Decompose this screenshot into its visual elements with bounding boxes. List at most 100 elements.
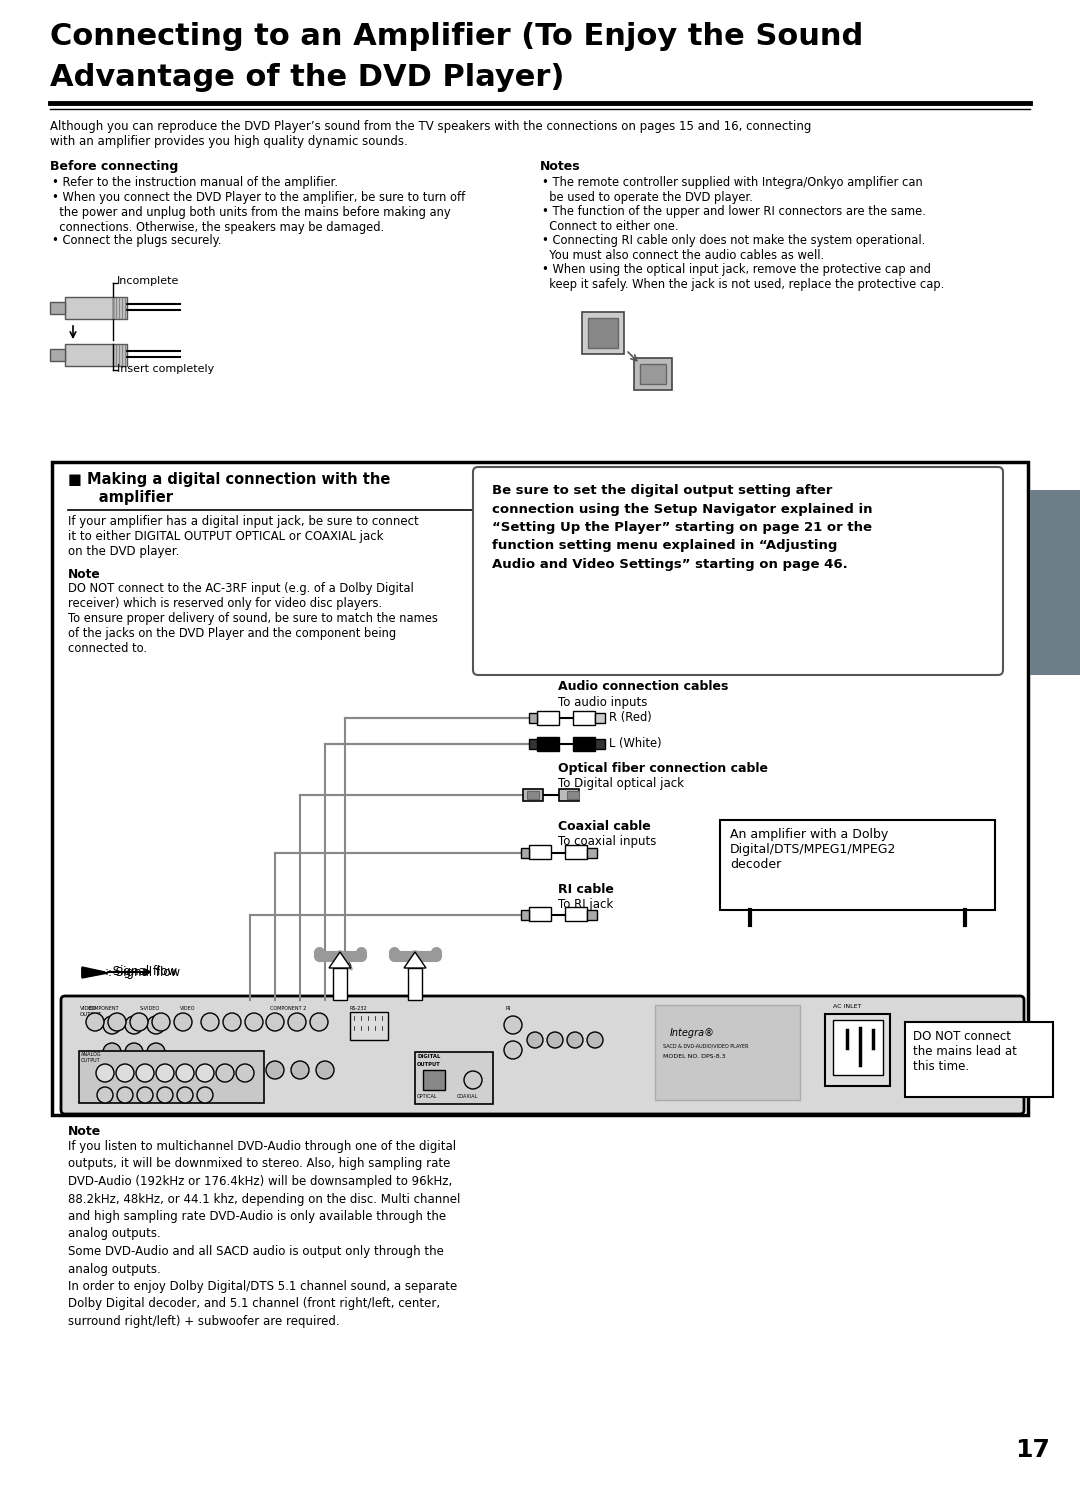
Text: Incomplete: Incomplete xyxy=(117,276,179,287)
Bar xyxy=(52,462,1028,1115)
Bar xyxy=(573,737,595,751)
Circle shape xyxy=(310,1013,328,1031)
Text: ANALOG
OUTPUT: ANALOG OUTPUT xyxy=(81,1051,102,1063)
Text: COAXIAL: COAXIAL xyxy=(457,1094,478,1099)
Bar xyxy=(640,364,666,385)
FancyBboxPatch shape xyxy=(473,466,1003,676)
Circle shape xyxy=(464,1071,482,1089)
Circle shape xyxy=(125,1016,143,1034)
Circle shape xyxy=(86,1013,104,1031)
Circle shape xyxy=(195,1063,214,1083)
Text: : Signal flow: : Signal flow xyxy=(108,967,180,979)
Bar xyxy=(79,1051,264,1103)
Polygon shape xyxy=(82,968,108,979)
Bar xyxy=(654,1005,800,1100)
Circle shape xyxy=(546,1032,563,1048)
Bar xyxy=(582,312,624,353)
Circle shape xyxy=(176,1063,194,1083)
Text: SACD & DVD-AUDIO/VIDEO PLAYER: SACD & DVD-AUDIO/VIDEO PLAYER xyxy=(663,1044,748,1048)
Bar xyxy=(565,907,588,921)
Circle shape xyxy=(237,1063,254,1083)
Text: Before connecting: Before connecting xyxy=(50,160,178,172)
Circle shape xyxy=(108,1013,126,1031)
Circle shape xyxy=(136,1063,154,1083)
Text: DO NOT connect to the AC-3RF input (e.g. of a Dolby Digital
receiver) which is r: DO NOT connect to the AC-3RF input (e.g.… xyxy=(68,582,437,655)
Circle shape xyxy=(216,1063,234,1083)
Bar xyxy=(588,848,597,858)
Circle shape xyxy=(117,1087,133,1103)
Text: RS-232: RS-232 xyxy=(350,1005,367,1011)
Text: Although you can reproduce the DVD Player’s sound from the TV speakers with the : Although you can reproduce the DVD Playe… xyxy=(50,120,811,148)
Text: Be sure to set the digital output setting after
connection using the Setup Navig: Be sure to set the digital output settin… xyxy=(492,484,873,572)
Circle shape xyxy=(137,1087,153,1103)
Circle shape xyxy=(147,1016,165,1034)
Circle shape xyxy=(504,1041,522,1059)
Circle shape xyxy=(125,1042,143,1060)
Text: OPTICAL: OPTICAL xyxy=(417,1094,437,1099)
Text: • When using the optical input jack, remove the protective cap and
  keep it saf: • When using the optical input jack, rem… xyxy=(542,263,944,291)
Text: MODEL NO. DPS-8.3: MODEL NO. DPS-8.3 xyxy=(663,1054,726,1059)
Circle shape xyxy=(157,1087,173,1103)
Bar xyxy=(825,1014,890,1086)
Text: Optical fiber connection cable: Optical fiber connection cable xyxy=(558,762,768,775)
Text: To Digital optical jack: To Digital optical jack xyxy=(558,777,684,790)
Text: Coaxial cable: Coaxial cable xyxy=(558,820,651,833)
Bar xyxy=(50,301,65,313)
Text: Integra®: Integra® xyxy=(670,1028,715,1038)
Bar xyxy=(527,792,539,799)
Circle shape xyxy=(201,1013,219,1031)
Text: An amplifier with a Dolby
Digital/DTS/MPEG1/MPEG2
decoder: An amplifier with a Dolby Digital/DTS/MP… xyxy=(730,829,896,872)
Text: amplifier: amplifier xyxy=(68,490,173,505)
Circle shape xyxy=(103,1042,121,1060)
Text: • The remote controller supplied with Integra/Onkyo amplifier can
  be used to o: • The remote controller supplied with In… xyxy=(542,177,922,203)
Polygon shape xyxy=(82,967,105,977)
Circle shape xyxy=(288,1013,306,1031)
Bar xyxy=(333,968,347,999)
Circle shape xyxy=(174,1013,192,1031)
Text: VIDEO: VIDEO xyxy=(180,1005,195,1011)
Text: Insert completely: Insert completely xyxy=(117,364,214,374)
Text: • When you connect the DVD Player to the amplifier, be sure to turn off
  the po: • When you connect the DVD Player to the… xyxy=(52,192,465,235)
Text: If you listen to multichannel DVD-Audio through one of the digital
outputs, it w: If you listen to multichannel DVD-Audio … xyxy=(68,1140,460,1328)
Bar xyxy=(537,737,559,751)
Bar xyxy=(537,711,559,725)
Circle shape xyxy=(177,1087,193,1103)
Text: RI cable: RI cable xyxy=(558,884,613,895)
Text: : Signal flow: : Signal flow xyxy=(105,965,177,979)
Bar xyxy=(833,1020,883,1075)
Circle shape xyxy=(130,1013,148,1031)
Polygon shape xyxy=(329,952,351,968)
Text: • Connect the plugs securely.: • Connect the plugs securely. xyxy=(52,235,221,247)
Bar xyxy=(720,820,995,910)
Text: To audio inputs: To audio inputs xyxy=(558,696,647,708)
Circle shape xyxy=(103,1016,121,1034)
Text: Advantage of the DVD Player): Advantage of the DVD Player) xyxy=(50,62,565,92)
Bar xyxy=(559,789,579,800)
Circle shape xyxy=(97,1087,113,1103)
Bar xyxy=(523,789,543,800)
Circle shape xyxy=(96,1063,114,1083)
Bar xyxy=(634,358,672,391)
Circle shape xyxy=(316,1060,334,1080)
Bar xyxy=(423,1071,445,1090)
Text: To RI jack: To RI jack xyxy=(558,898,613,910)
Text: DIGITAL: DIGITAL xyxy=(417,1054,441,1059)
Bar xyxy=(408,968,422,999)
Polygon shape xyxy=(404,952,426,968)
Text: S-VIDEO: S-VIDEO xyxy=(140,1005,160,1011)
Bar xyxy=(567,792,579,799)
Bar xyxy=(529,713,537,723)
Circle shape xyxy=(152,1013,170,1031)
Text: To coaxial inputs: To coaxial inputs xyxy=(558,835,657,848)
Text: • Refer to the instruction manual of the amplifier.: • Refer to the instruction manual of the… xyxy=(52,177,338,189)
Text: RI: RI xyxy=(505,1005,511,1011)
Bar xyxy=(65,345,127,365)
Text: Notes: Notes xyxy=(540,160,581,172)
Bar xyxy=(529,845,551,858)
Text: Connecting to an Amplifier (To Enjoy the Sound: Connecting to an Amplifier (To Enjoy the… xyxy=(50,22,863,50)
Text: ■ Making a digital connection with the: ■ Making a digital connection with the xyxy=(68,472,390,487)
Text: L (White): L (White) xyxy=(609,737,662,750)
Bar xyxy=(415,1051,492,1103)
Bar xyxy=(588,910,597,921)
Text: • The function of the upper and lower RI connectors are the same.
  Connect to e: • The function of the upper and lower RI… xyxy=(542,205,926,233)
